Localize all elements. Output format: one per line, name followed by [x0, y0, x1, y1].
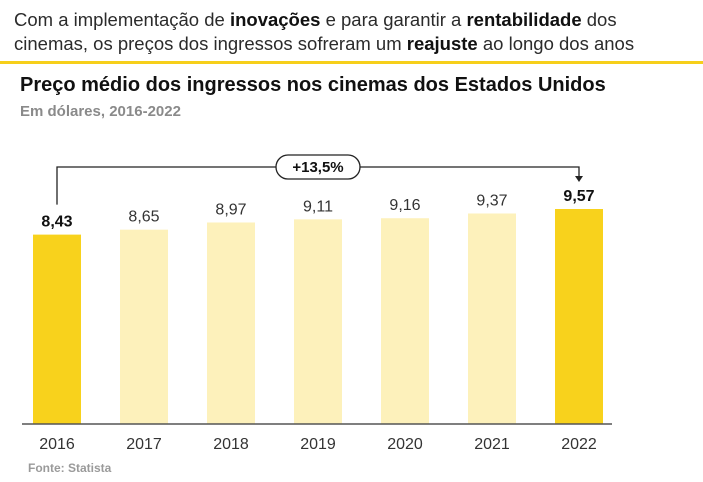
bars-group [33, 209, 603, 424]
x-tick-label-2018: 2018 [213, 436, 249, 453]
chart-subtitle: Em dólares, 2016-2022 [20, 103, 181, 120]
bar-2019 [294, 219, 342, 424]
x-tick-labels-group: 2016 2017 2018 2019 2020 2021 2022 [39, 436, 597, 453]
x-tick-label-2017: 2017 [126, 436, 162, 453]
headline-bold-2: rentabilidade [466, 9, 582, 30]
x-tick-label-2021: 2021 [474, 436, 510, 453]
value-label-2022: 9,57 [563, 188, 594, 205]
value-labels-group: 8,43 8,65 8,97 9,11 9,16 9,37 9,57 [41, 188, 594, 231]
bar-2020 [381, 218, 429, 424]
x-tick-label-2022: 2022 [561, 436, 597, 453]
bar-2021 [468, 213, 516, 424]
value-label-2016: 8,43 [41, 214, 72, 231]
x-tick-label-2019: 2019 [300, 436, 336, 453]
chart-title: Preço médio dos ingressos nos cinemas do… [20, 74, 606, 96]
value-label-2020: 9,16 [389, 197, 420, 214]
headline-text-4: ao longo dos anos [477, 33, 635, 54]
headline-bold-3: reajuste [406, 33, 478, 54]
growth-annotation: +13,5% [56, 154, 583, 205]
value-label-2017: 8,65 [128, 209, 159, 226]
source-note: Fonte: Statista [28, 461, 112, 475]
arrow-down-icon [575, 176, 583, 182]
growth-badge [275, 154, 361, 180]
value-label-2018: 8,97 [215, 201, 246, 218]
headline-text-1: Com a implementação de [14, 9, 230, 30]
divider-rule [0, 61, 703, 64]
headline-bold-1: inovações [229, 9, 321, 30]
bar-2017 [120, 229, 168, 424]
value-label-2021: 9,37 [476, 192, 507, 209]
bar-2022 [555, 209, 603, 424]
headline-text-2: e para garantir a [320, 9, 467, 30]
growth-badge-label: +13,5% [292, 159, 343, 176]
headline-text-3: dos cinemas, os preços dos ingressos sof… [14, 9, 617, 54]
bar-2016 [33, 234, 81, 424]
headline: Com a implementação de inovações e para … [14, 8, 694, 56]
x-tick-label-2020: 2020 [387, 436, 423, 453]
value-label-2019: 9,11 [303, 198, 333, 215]
x-tick-label-2016: 2016 [39, 436, 75, 453]
bar-2018 [207, 222, 255, 424]
